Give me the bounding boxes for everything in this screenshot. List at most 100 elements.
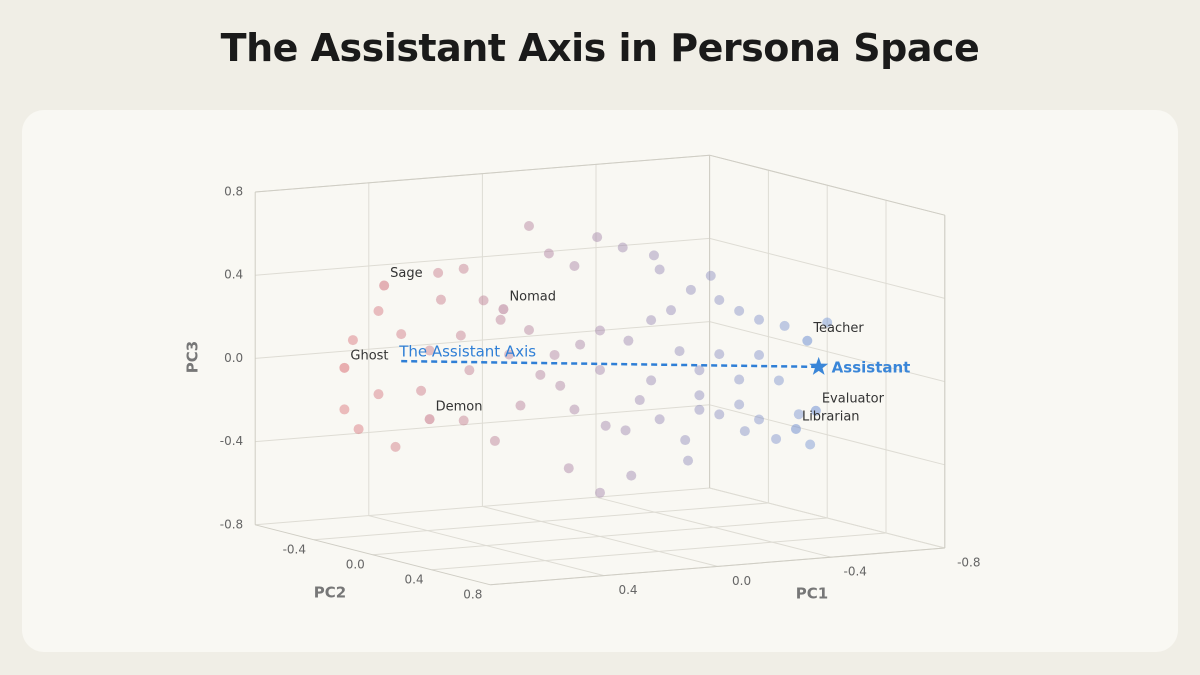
point — [714, 349, 725, 360]
point — [433, 267, 444, 278]
point — [646, 315, 657, 326]
point — [623, 335, 634, 346]
point — [455, 330, 466, 341]
persona-point — [498, 304, 509, 315]
point — [563, 463, 574, 474]
point — [734, 374, 745, 385]
point — [549, 349, 560, 360]
grid-line — [709, 487, 945, 549]
point — [600, 420, 611, 431]
point — [504, 349, 515, 360]
persona-point — [802, 335, 813, 346]
grid-line — [709, 237, 945, 299]
point — [685, 284, 696, 295]
point — [694, 365, 705, 376]
point — [339, 404, 350, 415]
point — [694, 404, 705, 415]
point — [680, 435, 691, 446]
point — [634, 395, 645, 406]
assistant-axis — [401, 359, 819, 369]
point — [771, 433, 782, 444]
point — [654, 414, 665, 425]
point — [569, 404, 580, 415]
point — [617, 242, 628, 253]
point — [347, 335, 358, 346]
assistant-star — [809, 356, 829, 375]
point — [592, 232, 603, 243]
grid-line — [709, 321, 945, 383]
x-axis-label: PC1 — [796, 585, 828, 603]
point — [734, 399, 745, 410]
point — [773, 375, 784, 386]
point — [535, 369, 546, 380]
point — [353, 424, 364, 435]
point — [390, 441, 401, 452]
assistant-axis-label: The Assistant Axis — [398, 343, 536, 361]
point — [666, 305, 676, 316]
point — [734, 305, 745, 316]
point — [683, 455, 694, 466]
point — [575, 339, 586, 350]
persona-label: Nomad — [509, 290, 556, 305]
x-tick-label: -0.4 — [843, 565, 866, 579]
chart-card — [22, 110, 1178, 652]
point — [555, 380, 566, 391]
point — [779, 320, 790, 331]
z-tick-label: 0.8 — [224, 185, 243, 199]
point — [674, 346, 685, 357]
y-axis-label: PC2 — [314, 584, 346, 602]
point — [373, 389, 384, 400]
point — [754, 414, 765, 425]
point — [595, 487, 605, 498]
point — [595, 325, 605, 336]
point — [714, 409, 725, 420]
box-edge — [490, 547, 945, 586]
point — [489, 435, 500, 446]
point — [754, 350, 765, 361]
persona-label: Sage — [390, 266, 422, 281]
point — [569, 260, 580, 271]
point — [646, 375, 657, 386]
point — [654, 264, 665, 275]
persona-point — [424, 414, 435, 425]
point — [648, 250, 659, 261]
point — [805, 439, 816, 450]
persona-label: Ghost — [350, 348, 388, 363]
point — [694, 390, 705, 401]
persona-point — [339, 362, 350, 373]
point — [373, 305, 384, 316]
z-tick-label: -0.4 — [220, 434, 243, 448]
point — [435, 294, 446, 305]
persona-label: Demon — [436, 400, 483, 415]
point — [464, 365, 475, 376]
point — [515, 400, 526, 411]
grid-line — [372, 517, 828, 556]
box-edge — [255, 524, 491, 586]
point — [458, 415, 469, 426]
x-tick-label: -0.8 — [957, 556, 980, 570]
point — [754, 314, 765, 325]
persona-label: Evaluator — [822, 391, 885, 406]
point — [543, 248, 554, 259]
grid-line — [255, 404, 710, 443]
persona-point — [379, 280, 390, 291]
y-tick-label: 0.8 — [463, 587, 482, 601]
persona-point — [790, 424, 801, 435]
box-edge — [255, 154, 710, 193]
y-tick-label: 0.0 — [346, 557, 365, 571]
point — [416, 385, 427, 396]
point — [626, 470, 637, 481]
persona-point — [810, 405, 821, 416]
persona-label: Teacher — [812, 321, 864, 336]
z-tick-label: -0.8 — [220, 517, 243, 531]
box-edge — [709, 154, 945, 216]
x-tick-label: 0.4 — [618, 583, 637, 597]
point — [793, 409, 804, 420]
z-tick-label: 0.0 — [224, 351, 243, 365]
point — [478, 295, 489, 306]
point — [714, 295, 725, 306]
grid-line — [255, 237, 710, 276]
z-axis-label: PC3 — [184, 341, 202, 373]
persona-label: Librarian — [802, 410, 860, 425]
